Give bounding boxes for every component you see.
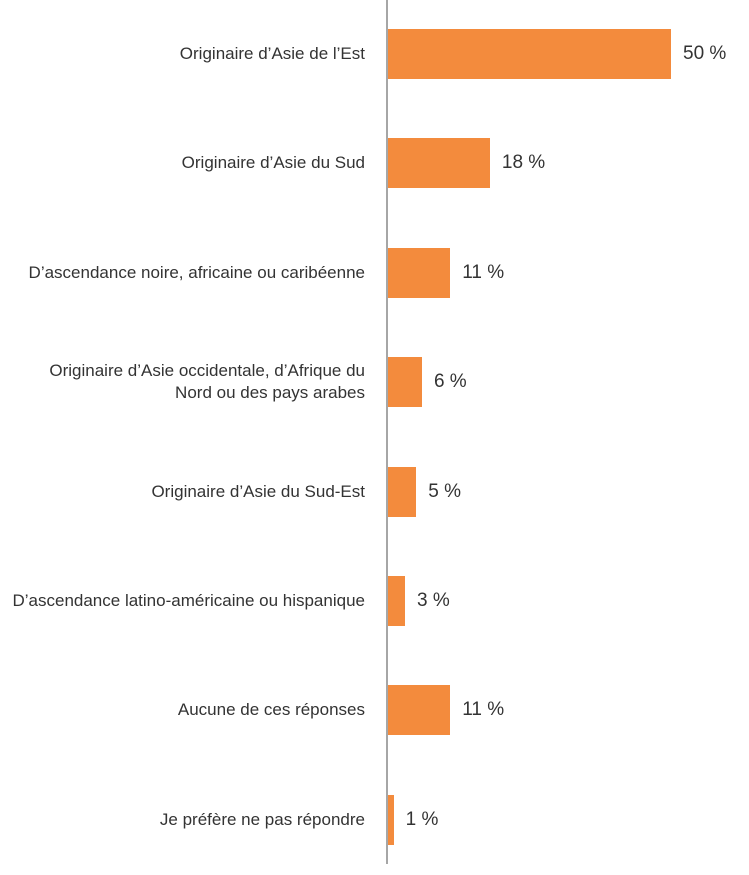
category-label: Aucune de ces réponses <box>177 700 365 720</box>
category-label: Originaire d’Asie du Sud-Est <box>151 481 365 501</box>
value-label: 18 % <box>501 152 546 174</box>
value-label: 3 % <box>416 590 450 611</box>
bar <box>388 685 451 736</box>
bar <box>388 138 490 189</box>
value-label: 1 % <box>405 808 439 830</box>
value-label: 11 % <box>462 261 505 283</box>
value-label: 11 % <box>462 699 505 721</box>
bar <box>388 576 405 626</box>
category-label: D’ascendance noire, africaine ou caribée… <box>28 262 365 282</box>
bar <box>388 466 417 517</box>
bar <box>388 357 422 408</box>
category-label: Originaire d’Asie du Sud <box>181 153 365 173</box>
category-label: Originaire d’Asie de l’Est <box>179 44 365 63</box>
category-label: D’ascendance latino-américaine ou hispan… <box>12 591 365 610</box>
bar <box>388 29 671 79</box>
value-label: 6 % <box>433 371 467 393</box>
category-label: Originaire d’Asie occidentale, d’Afrique… <box>49 361 365 403</box>
value-label: 5 % <box>428 480 462 502</box>
value-label: 50 % <box>683 43 727 64</box>
category-label: Je préfère ne pas répondre <box>159 809 365 829</box>
bar <box>388 794 394 845</box>
axis-line <box>386 0 388 864</box>
bar <box>388 247 451 298</box>
